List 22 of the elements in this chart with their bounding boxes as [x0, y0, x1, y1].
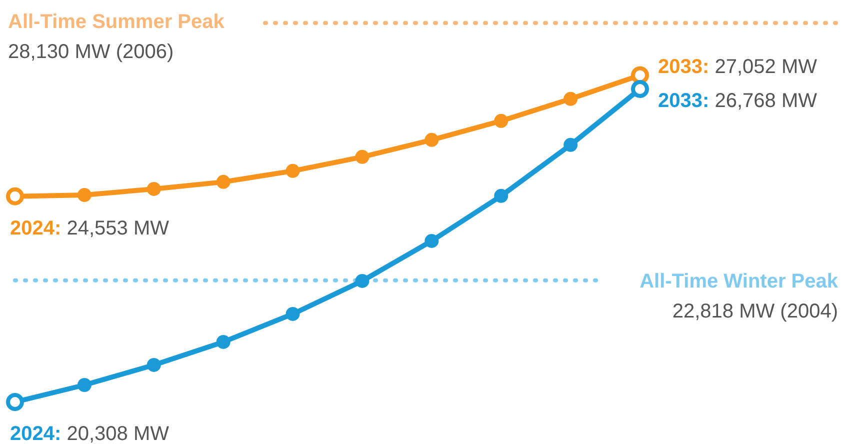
- point: [216, 334, 230, 349]
- point: [286, 306, 300, 321]
- point: [355, 150, 370, 164]
- point: [494, 114, 508, 128]
- point: [286, 164, 300, 178]
- point: [564, 138, 578, 152]
- point: [216, 174, 230, 189]
- ref-line-label: All-Time Winter Peak 22,818 MW (2004): [640, 270, 839, 322]
- point: [146, 182, 161, 196]
- point: [77, 188, 92, 202]
- point: [355, 274, 370, 288]
- point: [564, 92, 578, 106]
- point: [146, 358, 161, 372]
- ref-line-label: All-Time Summer Peak 28,130 MW (2006): [8, 11, 226, 63]
- data-label: 2033: 26,768 MW: [658, 90, 818, 112]
- point: [494, 188, 508, 203]
- data-label: 2024: 20,308 MW: [10, 423, 170, 444]
- point: [424, 132, 439, 147]
- data-label: 2024: 24,553 MW: [10, 217, 170, 240]
- point: [424, 234, 439, 248]
- point: [77, 378, 92, 392]
- data-label: 2033: 27,052 MW: [658, 56, 818, 78]
